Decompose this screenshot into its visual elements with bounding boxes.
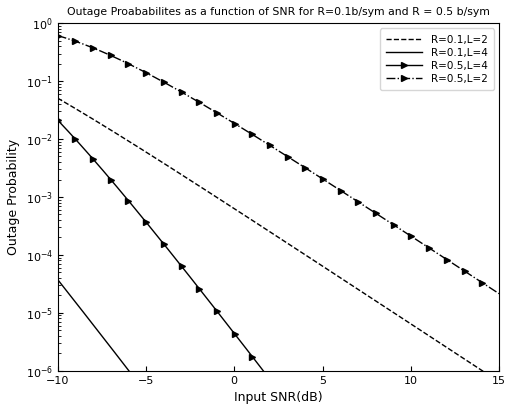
Y-axis label: Outage Probability: Outage Probability — [7, 139, 20, 255]
X-axis label: Input SNR(dB): Input SNR(dB) — [234, 391, 323, 404]
Legend: R=0.1,L=2, R=0.1,L=4, R=0.5,L=4, R=0.5,L=2: R=0.1,L=2, R=0.1,L=4, R=0.5,L=4, R=0.5,L… — [380, 28, 494, 90]
Title: Outage Proababilites as a function of SNR for R=0.1b/sym and R = 0.5 b/sym: Outage Proababilites as a function of SN… — [67, 7, 490, 17]
